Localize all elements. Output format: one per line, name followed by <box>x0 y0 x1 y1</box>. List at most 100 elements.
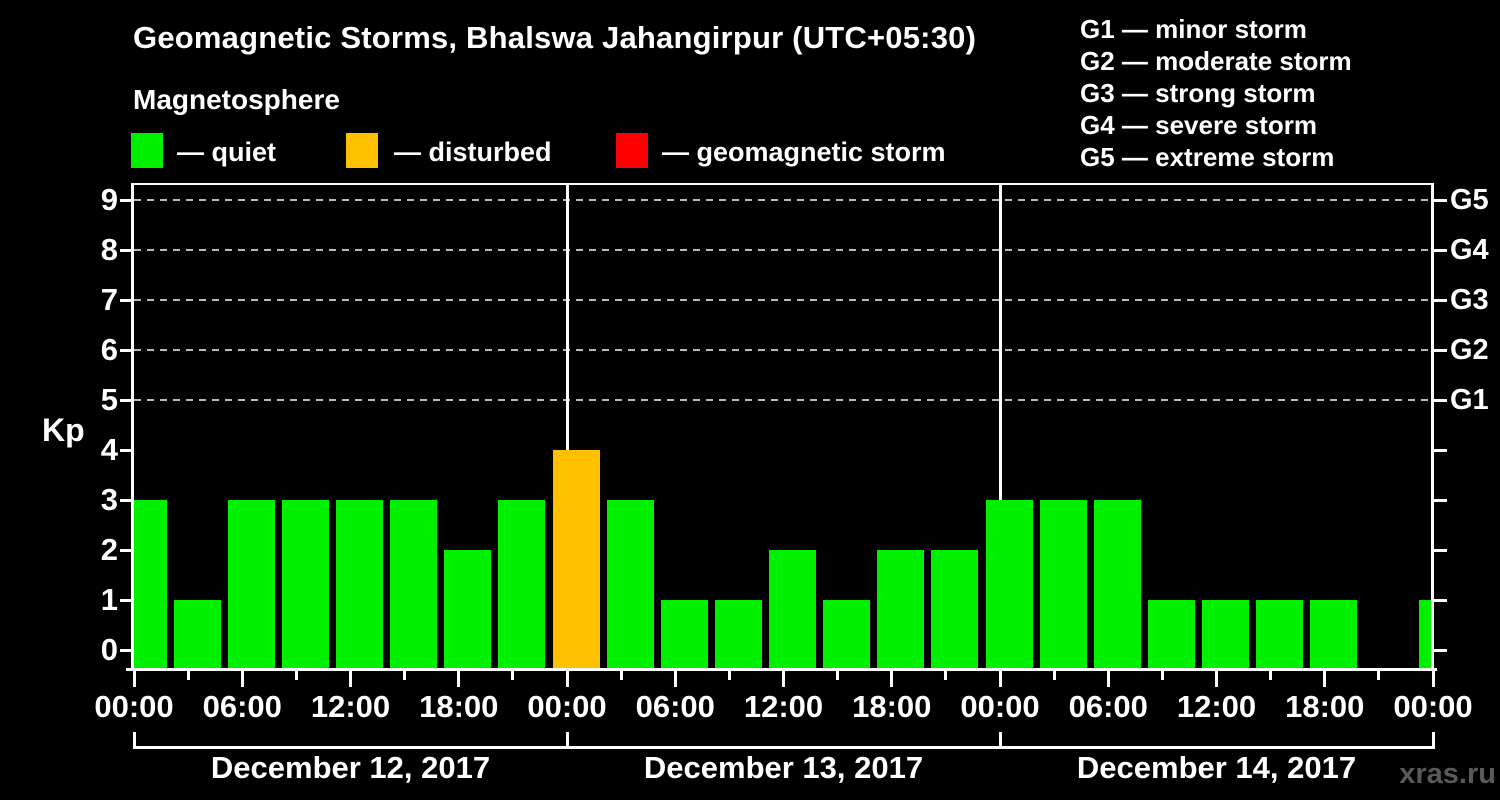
bracket-riser <box>132 732 136 749</box>
g-scale-axis-label: G2 <box>1450 334 1489 366</box>
watermark: xras.ru <box>1399 758 1496 790</box>
x-tick-label: 18:00 <box>852 689 932 724</box>
x-tick-minor <box>294 671 298 680</box>
x-tick-label: 00:00 <box>527 689 607 724</box>
y-tick-left <box>120 548 133 552</box>
x-tick-minor <box>403 671 407 680</box>
y-tick-left <box>120 398 133 402</box>
storm-scale-line-g4: G4 — severe storm <box>1080 110 1318 140</box>
legend-label-quiet: — quiet <box>177 137 276 167</box>
storm-scale-legend: G1 — minor storm G2 — moderate storm G3 … <box>1080 13 1352 173</box>
x-tick-label: 06:00 <box>202 689 282 724</box>
kp-bar <box>606 500 654 668</box>
x-tick-minor <box>619 671 623 680</box>
y-tick-right <box>1434 548 1447 552</box>
y-tick-right <box>1434 198 1447 202</box>
x-tick-major <box>998 671 1002 687</box>
x-tick-major <box>565 671 569 687</box>
y-tick-right <box>1434 598 1447 602</box>
g-scale-axis-label: G1 <box>1450 384 1489 416</box>
y-tick-left <box>120 498 133 502</box>
day-divider <box>565 184 569 668</box>
magnetosphere-label: Magnetosphere <box>133 84 340 115</box>
legend-swatch-quiet <box>131 133 163 168</box>
x-tick-major <box>240 671 244 687</box>
kp-bar <box>134 500 167 668</box>
y-tick-label: 9 <box>100 182 118 217</box>
gridline <box>134 199 1433 201</box>
storm-scale-line-g2: G2 — moderate storm <box>1080 46 1352 76</box>
kp-bar <box>660 600 708 668</box>
x-tick-major <box>1106 671 1110 687</box>
x-tick-major <box>1215 671 1218 687</box>
storm-scale-line-g1: G1 — minor storm <box>1080 14 1307 44</box>
y-tick-right <box>1434 398 1447 402</box>
x-tick-minor <box>1160 671 1164 680</box>
kp-bar <box>1256 600 1304 668</box>
y-tick-label: 0 <box>100 632 118 667</box>
y-tick-label: 6 <box>100 332 118 367</box>
x-tick-minor <box>1052 671 1056 680</box>
legend-swatch-disturbed <box>346 133 378 168</box>
gridline <box>134 299 1433 301</box>
x-axis-line <box>126 668 1437 671</box>
x-tick-major <box>349 671 352 687</box>
kp-bar <box>877 550 925 668</box>
kp-bar <box>769 550 816 668</box>
kp-bar <box>714 600 762 668</box>
y-tick-right <box>1434 248 1447 252</box>
legend-swatch-storm <box>616 133 648 168</box>
y-tick-left <box>120 298 133 302</box>
bars-layer <box>134 184 1433 668</box>
x-tick-major <box>132 671 136 687</box>
y-tick-label: 3 <box>100 482 118 517</box>
y-tick-left <box>120 648 133 652</box>
storm-scale-line-g3: G3 — strong storm <box>1080 78 1316 108</box>
y-tick-label: 2 <box>100 532 118 567</box>
kp-bar <box>1039 500 1087 668</box>
kp-bar <box>1147 600 1195 668</box>
x-tick-major <box>890 671 894 687</box>
x-tick-major <box>782 671 785 687</box>
x-tick-label: 06:00 <box>1068 689 1148 724</box>
kp-bar <box>1202 600 1249 668</box>
y-tick-left <box>120 348 133 352</box>
y-tick-right <box>1434 348 1447 352</box>
y-tick-right <box>1434 298 1447 302</box>
x-tick-label: 00:00 <box>1393 689 1473 724</box>
kp-bar <box>931 550 979 668</box>
kp-bar <box>985 500 1033 668</box>
date-label: December 14, 2017 <box>1076 750 1357 785</box>
right-axis-line <box>1431 184 1434 668</box>
y-tick-left <box>120 248 133 252</box>
y-tick-right <box>1434 648 1447 652</box>
gridline <box>134 249 1433 251</box>
y-tick-label: 8 <box>100 232 118 267</box>
x-tick-minor <box>511 671 515 680</box>
x-tick-label: 12:00 <box>1176 689 1257 724</box>
y-tick-left <box>120 448 133 452</box>
x-tick-label: 12:00 <box>310 689 391 724</box>
y-tick-label: 7 <box>100 282 118 317</box>
x-tick-label: 00:00 <box>960 689 1040 724</box>
kp-bar <box>552 450 600 668</box>
plot-top-border <box>131 183 1434 185</box>
y-tick-label: 5 <box>100 382 118 417</box>
x-tick-minor <box>1377 671 1381 680</box>
kp-bar <box>173 600 221 668</box>
kp-bar <box>1310 600 1358 668</box>
gridline <box>134 399 1433 401</box>
kp-bar <box>281 500 329 668</box>
x-tick-minor <box>836 671 840 680</box>
bracket-riser <box>565 732 569 749</box>
chart-title: Geomagnetic Storms, Bhalswa Jahangirpur … <box>133 20 977 55</box>
y-tick-left <box>120 598 133 602</box>
y-tick-right <box>1434 498 1447 502</box>
x-tick-major <box>457 671 461 687</box>
x-tick-major <box>1323 671 1327 687</box>
y-tick-label: 4 <box>100 432 118 467</box>
legend-label-disturbed: — disturbed <box>394 137 552 167</box>
kp-bar <box>390 500 438 668</box>
